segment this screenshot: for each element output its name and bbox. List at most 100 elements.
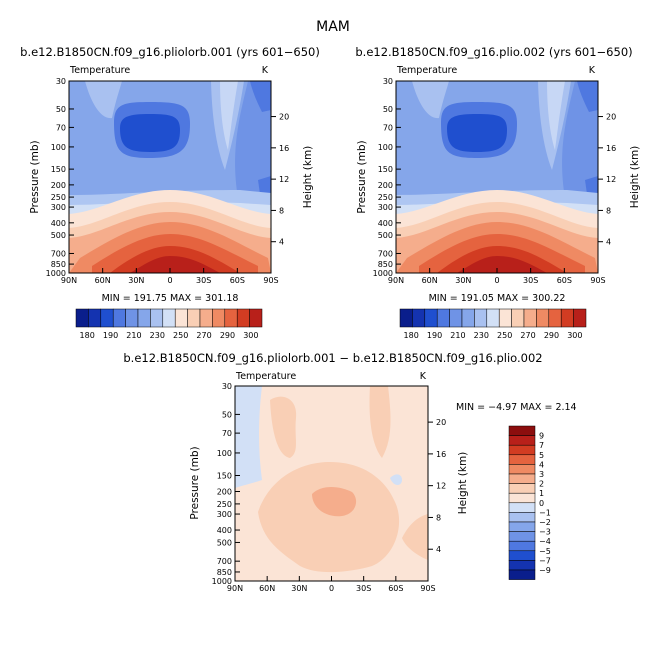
colorbar-swatch <box>236 308 250 328</box>
colorbar-swatch <box>436 308 450 328</box>
y-tick-label: 50 <box>222 410 232 419</box>
colorbar-swatch <box>399 308 413 328</box>
y2-tick-label: 20 <box>606 113 616 122</box>
colorbar-label: 230 <box>150 331 165 340</box>
x-tick-label: 60S <box>557 276 572 285</box>
colorbar-label: 7 <box>539 441 544 450</box>
colorbar-label: −9 <box>539 566 551 575</box>
colorbar-label: 270 <box>520 331 535 340</box>
panel-pliolorb: b.e12.B1850CN.f09_g16.pliolorb.001 (yrs … <box>20 45 320 340</box>
colorbar-swatch <box>474 308 488 328</box>
variable-label: Temperature <box>396 65 457 76</box>
colorbar-swatch <box>508 464 536 475</box>
colorbar-swatch <box>412 308 426 328</box>
colorbar-label: 300 <box>567 331 582 340</box>
colorbar-label: 300 <box>243 331 258 340</box>
colorbar-swatch <box>199 308 213 328</box>
colorbar-label: 230 <box>474 331 489 340</box>
y-tick-label: 30 <box>222 382 232 391</box>
colorbar-swatch <box>162 308 176 328</box>
y2-tick-label: 20 <box>279 113 289 122</box>
y2-tick-label: 12 <box>279 175 289 184</box>
colorbar-label: −3 <box>539 528 551 537</box>
colorbar-label: 290 <box>544 331 559 340</box>
y2-tick-label: 8 <box>436 513 441 522</box>
y-tick-label: 1000 <box>373 269 393 278</box>
panel-title: b.e12.B1850CN.f09_g16.pliolorb.001 (yrs … <box>20 45 320 59</box>
x-tick-label: 30N <box>291 584 307 593</box>
y-tick-label: 400 <box>378 219 393 228</box>
y-tick-label: 700 <box>51 249 66 258</box>
y2-axis-label: Height (km) <box>302 146 314 209</box>
colorbar-label: 210 <box>126 331 141 340</box>
colorbar-swatch <box>508 483 536 494</box>
colorbar: 180 190 210 230 250 270 290 300 <box>75 308 263 340</box>
y2-tick-label: 8 <box>606 206 611 215</box>
y2-tick-label: 4 <box>606 238 611 247</box>
x-tick-label: 30N <box>128 276 144 285</box>
y-tick-label: 700 <box>378 249 393 258</box>
x-tick-label: 30S <box>196 276 211 285</box>
y2-tick-label: 16 <box>279 144 289 153</box>
y-tick-label: 500 <box>51 231 66 240</box>
colorbar-label: −7 <box>539 556 551 565</box>
colorbar-swatch <box>75 308 89 328</box>
colorbar-swatch <box>508 502 536 513</box>
colorbar-label: 4 <box>539 460 544 469</box>
colorbar-label: 190 <box>103 331 118 340</box>
y2-axis-label: Height (km) <box>629 146 641 209</box>
y-tick-label: 700 <box>217 557 232 566</box>
y-tick-label: 400 <box>51 219 66 228</box>
colorbar-swatch <box>100 308 114 328</box>
y-tick-label: 500 <box>217 538 232 547</box>
colorbar-swatch <box>536 308 550 328</box>
panel-plio: b.e12.B1850CN.f09_g16.plio.002 (yrs 601−… <box>355 45 641 340</box>
contour-field <box>396 81 598 273</box>
y-tick-label: 250 <box>51 193 66 202</box>
panel-title: b.e12.B1850CN.f09_g16.plio.002 (yrs 601−… <box>355 45 632 59</box>
y-axis-label: Pressure (mb) <box>29 140 41 213</box>
colorbar-swatch <box>548 308 562 328</box>
colorbar-swatch <box>508 512 536 523</box>
colorbar-swatch <box>137 308 151 328</box>
x-tick-label: 60S <box>388 584 403 593</box>
x-tick-label: 90N <box>227 584 243 593</box>
y-tick-label: 30 <box>383 77 393 86</box>
y-tick-label: 200 <box>217 487 232 496</box>
colorbar-label: −4 <box>539 537 551 546</box>
x-tick-label: 90S <box>263 276 278 285</box>
colorbar-label: −2 <box>539 518 551 527</box>
y-tick-label: 1000 <box>46 269 66 278</box>
x-tick-label: 90N <box>388 276 404 285</box>
colorbar-label: 1 <box>539 489 544 498</box>
colorbar-label: −5 <box>539 547 551 556</box>
colorbar-label: 190 <box>427 331 442 340</box>
y-tick-label: 150 <box>217 472 232 481</box>
x-tick-label: 30N <box>455 276 471 285</box>
y-tick-label: 150 <box>51 165 66 174</box>
colorbar-swatch <box>508 531 536 542</box>
y-axis-label: Pressure (mb) <box>356 140 368 213</box>
stats-label: MIN = 191.05 MAX = 300.22 <box>429 293 566 304</box>
colorbar-swatch <box>508 521 536 532</box>
colorbar-swatch <box>508 435 536 446</box>
colorbar-label: 0 <box>539 499 544 508</box>
colorbar-swatch <box>508 492 536 504</box>
y-tick-label: 400 <box>217 526 232 535</box>
colorbar-swatch <box>212 308 226 328</box>
colorbar-swatch <box>486 308 500 328</box>
colorbar-label: 180 <box>80 331 95 340</box>
colorbar-swatch <box>174 308 188 328</box>
colorbar-swatch <box>508 473 536 484</box>
y-tick-label: 250 <box>378 193 393 202</box>
y2-tick-label: 16 <box>606 144 616 153</box>
colorbar-swatch <box>249 308 263 328</box>
y-tick-label: 100 <box>217 449 232 458</box>
y-tick-label: 850 <box>378 260 393 269</box>
y2-tick-label: 4 <box>279 238 284 247</box>
colorbar-label: 5 <box>539 451 544 460</box>
colorbar-swatch <box>508 569 536 580</box>
y-tick-label: 250 <box>217 500 232 509</box>
